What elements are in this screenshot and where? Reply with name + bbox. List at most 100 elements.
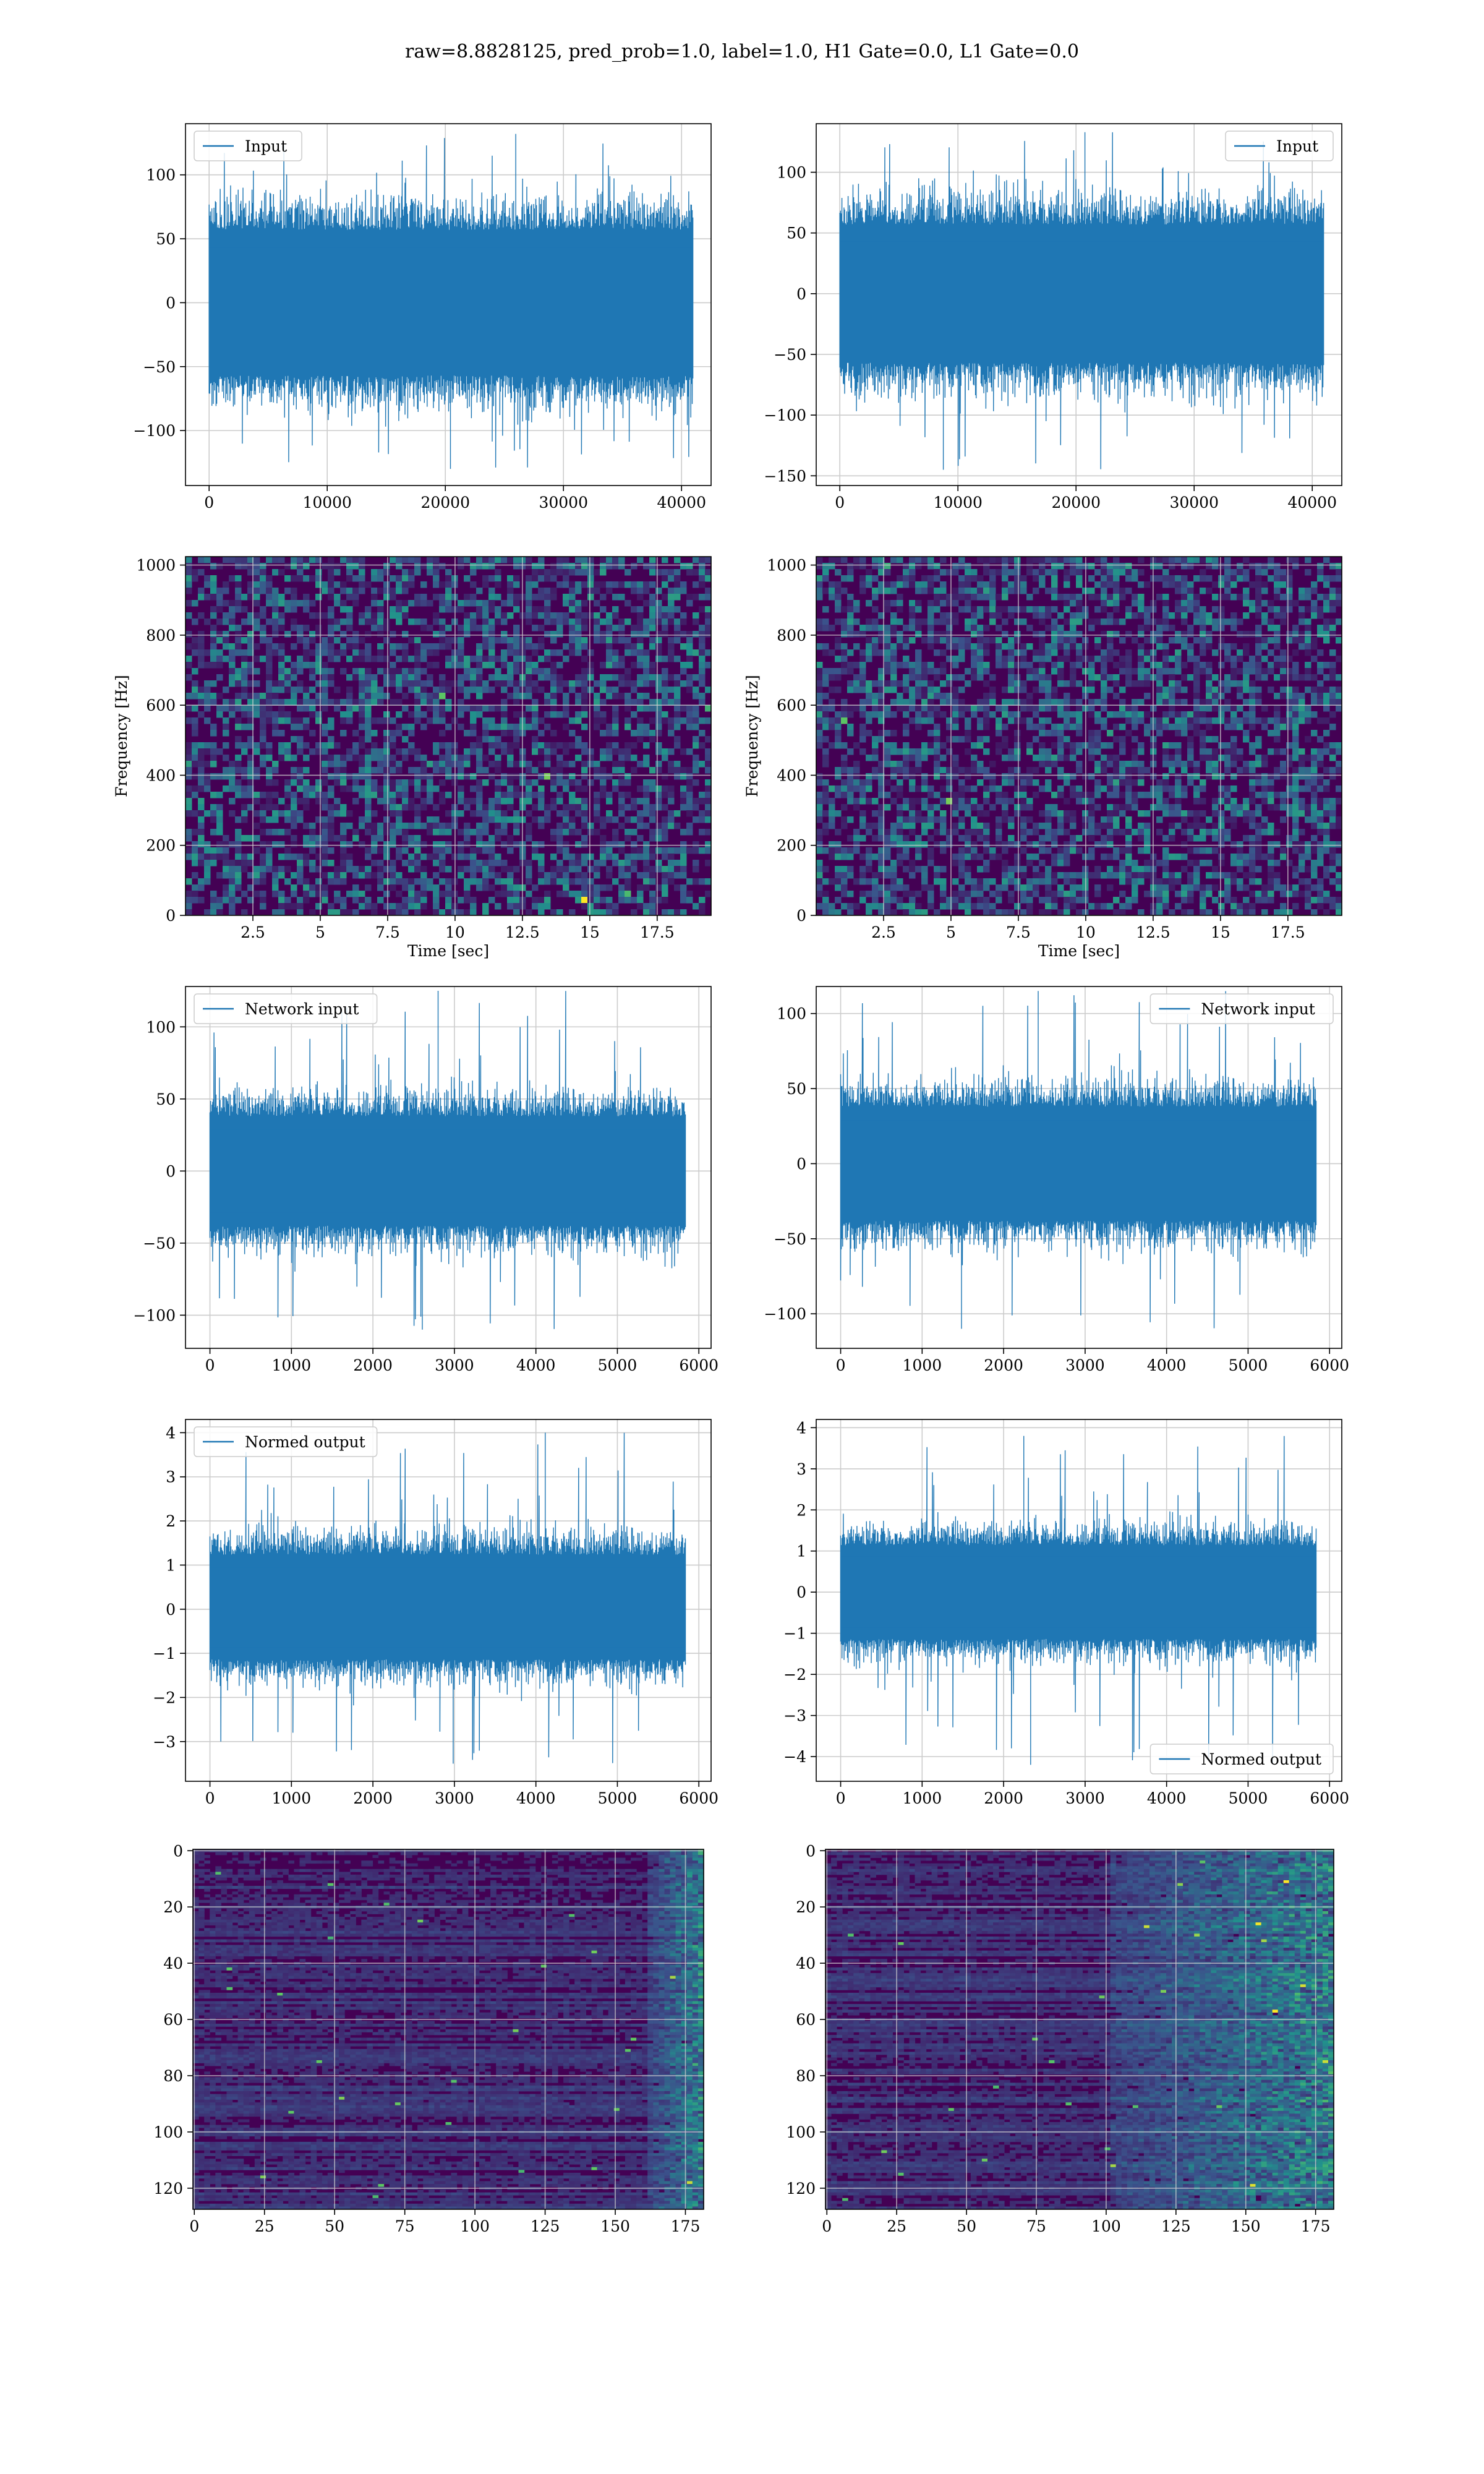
x-tick-label: 1000 — [903, 1789, 942, 1807]
series-core — [210, 1567, 686, 1648]
y-tick-label: 40 — [796, 1954, 816, 1972]
legend-label: Input — [1276, 137, 1318, 155]
x-tick-label: 5 — [315, 923, 325, 941]
x-tick-label: 0 — [836, 1356, 846, 1374]
y-tick-label: 3 — [166, 1468, 176, 1486]
x-tick-label: 10000 — [302, 494, 352, 511]
y-tick-label: −150 — [764, 467, 806, 485]
series-core — [840, 1120, 1316, 1207]
y-tick-label: −3 — [783, 1707, 806, 1725]
y-tick-label: 60 — [796, 2011, 816, 2029]
x-tick-label: 40000 — [1287, 494, 1337, 511]
x-tick-label: 1000 — [903, 1356, 942, 1374]
legend-label: Normed output — [245, 1433, 365, 1451]
y-tick-label: 0 — [166, 1601, 176, 1619]
subplot-6: 0 1000 2000 3000 4000 5000 6000 −100 −50 0 50 100 Ne… — [764, 986, 1349, 1374]
heatmap-image — [193, 1849, 704, 2209]
x-tick-label: 0 — [204, 494, 214, 511]
x-tick-label: 4000 — [516, 1356, 556, 1374]
subplot-7: 0 1000 2000 3000 4000 5000 6000 −3 −2 −1 0 1 2 3 4 Norm… — [153, 1419, 719, 1807]
legend-label: Network input — [245, 1000, 359, 1018]
x-tick-label: 50 — [957, 2217, 976, 2235]
x-tick-label: 4000 — [1147, 1789, 1187, 1807]
y-tick-label: 800 — [777, 627, 806, 644]
subplot-9: 0 25 50 75 100 125 150 175 0 20 40 60 80 100 120 — [153, 1842, 704, 2235]
y-tick-label: 4 — [796, 1419, 806, 1437]
y-tick-label: 1000 — [136, 557, 176, 575]
x-tick-label: 100 — [460, 2217, 490, 2235]
axes-frame — [185, 556, 712, 916]
y-tick-label: 50 — [156, 230, 176, 248]
y-tick-label: 0 — [806, 1842, 816, 1860]
x-tick-label: 5000 — [598, 1356, 638, 1374]
y-tick-label: 600 — [146, 696, 176, 714]
y-tick-label: 200 — [777, 837, 806, 855]
x-tick-label: 10000 — [933, 494, 983, 511]
y-tick-label: 100 — [786, 2123, 816, 2141]
x-tick-label: 12.5 — [1136, 923, 1171, 941]
y-tick-label: 120 — [786, 2180, 816, 2198]
x-tick-label: 17.5 — [1271, 923, 1305, 941]
x-tick-label: 0 — [205, 1356, 215, 1374]
y-tick-label: 400 — [146, 766, 176, 784]
x-tick-label: 0 — [836, 1789, 846, 1807]
y-tick-label: 60 — [163, 2011, 183, 2029]
x-tick-label: 10 — [1076, 923, 1096, 941]
series-core — [209, 247, 693, 358]
x-tick-label: 175 — [1301, 2217, 1331, 2235]
heatmap-image — [186, 557, 711, 915]
legend: Input — [1225, 131, 1334, 161]
x-tick-label: 2.5 — [871, 923, 896, 941]
grid-lines — [193, 1849, 704, 2209]
x-tick-label: 3000 — [435, 1356, 474, 1374]
x-tick-label: 5000 — [598, 1789, 638, 1807]
y-tick-label: 4 — [166, 1424, 176, 1442]
x-tick-label: 4000 — [516, 1789, 556, 1807]
x-tick-label: 5000 — [1229, 1789, 1268, 1807]
y-axis-label: Frequency [Hz] — [743, 675, 761, 797]
x-tick-label: 3000 — [435, 1789, 474, 1807]
y-tick-label: 50 — [156, 1090, 176, 1108]
y-tick-label: 0 — [796, 1155, 806, 1173]
y-tick-label: 100 — [146, 166, 176, 184]
figure-title: raw=8.8828125, pred_prob=1.0, label=1.0,… — [0, 41, 1484, 62]
axes-frame — [185, 986, 712, 1349]
y-tick-label: 100 — [777, 164, 806, 182]
series-core — [840, 241, 1324, 346]
y-tick-label: 0 — [166, 907, 176, 925]
y-tick-label: 2 — [166, 1512, 176, 1530]
legend-label: Normed output — [1201, 1750, 1321, 1768]
subplot-2: 0 10000 20000 30000 40000 −150 −100 −50 0 50 100 In… — [764, 123, 1342, 511]
grid-lines — [825, 1849, 1334, 2209]
y-tick-label: 120 — [153, 2180, 183, 2198]
legend-label: Network input — [1201, 1000, 1315, 1018]
x-tick-label: 20000 — [420, 494, 470, 511]
subplot-1: 0 10000 20000 30000 40000 −100 −50 0 50 100 Input — [133, 123, 712, 511]
y-tick-label: 1000 — [767, 557, 806, 575]
x-tick-label: 5 — [946, 923, 956, 941]
axes-frame — [192, 1849, 704, 2210]
x-tick-label: 17.5 — [640, 923, 675, 941]
x-tick-label: 175 — [671, 2217, 701, 2235]
x-tick-label: 150 — [1231, 2217, 1261, 2235]
axes-frame — [816, 1419, 1342, 1782]
y-tick-label: 0 — [796, 1583, 806, 1601]
x-tick-label: 1000 — [272, 1789, 312, 1807]
y-tick-label: −50 — [774, 346, 806, 364]
x-axis-label: Time [sec] — [407, 942, 489, 960]
y-tick-label: 100 — [146, 1018, 176, 1036]
y-tick-label: 80 — [163, 2067, 183, 2085]
x-tick-label: 20000 — [1051, 494, 1101, 511]
y-tick-label: −50 — [143, 1235, 176, 1252]
axes-frame — [816, 986, 1342, 1349]
y-tick-label: 1 — [166, 1556, 176, 1574]
y-tick-label: −1 — [153, 1645, 176, 1663]
subplot-8: 0 1000 2000 3000 4000 5000 6000 −4 −3 −2 −1 0 1 2 3 4 No… — [783, 1419, 1349, 1807]
x-tick-label: 7.5 — [375, 923, 400, 941]
y-tick-label: −100 — [133, 1306, 176, 1324]
x-tick-label: 15 — [1211, 923, 1230, 941]
x-tick-label: 75 — [1026, 2217, 1046, 2235]
axes-frame — [185, 123, 712, 486]
x-tick-label: 50 — [325, 2217, 344, 2235]
x-tick-label: 1000 — [272, 1356, 312, 1374]
